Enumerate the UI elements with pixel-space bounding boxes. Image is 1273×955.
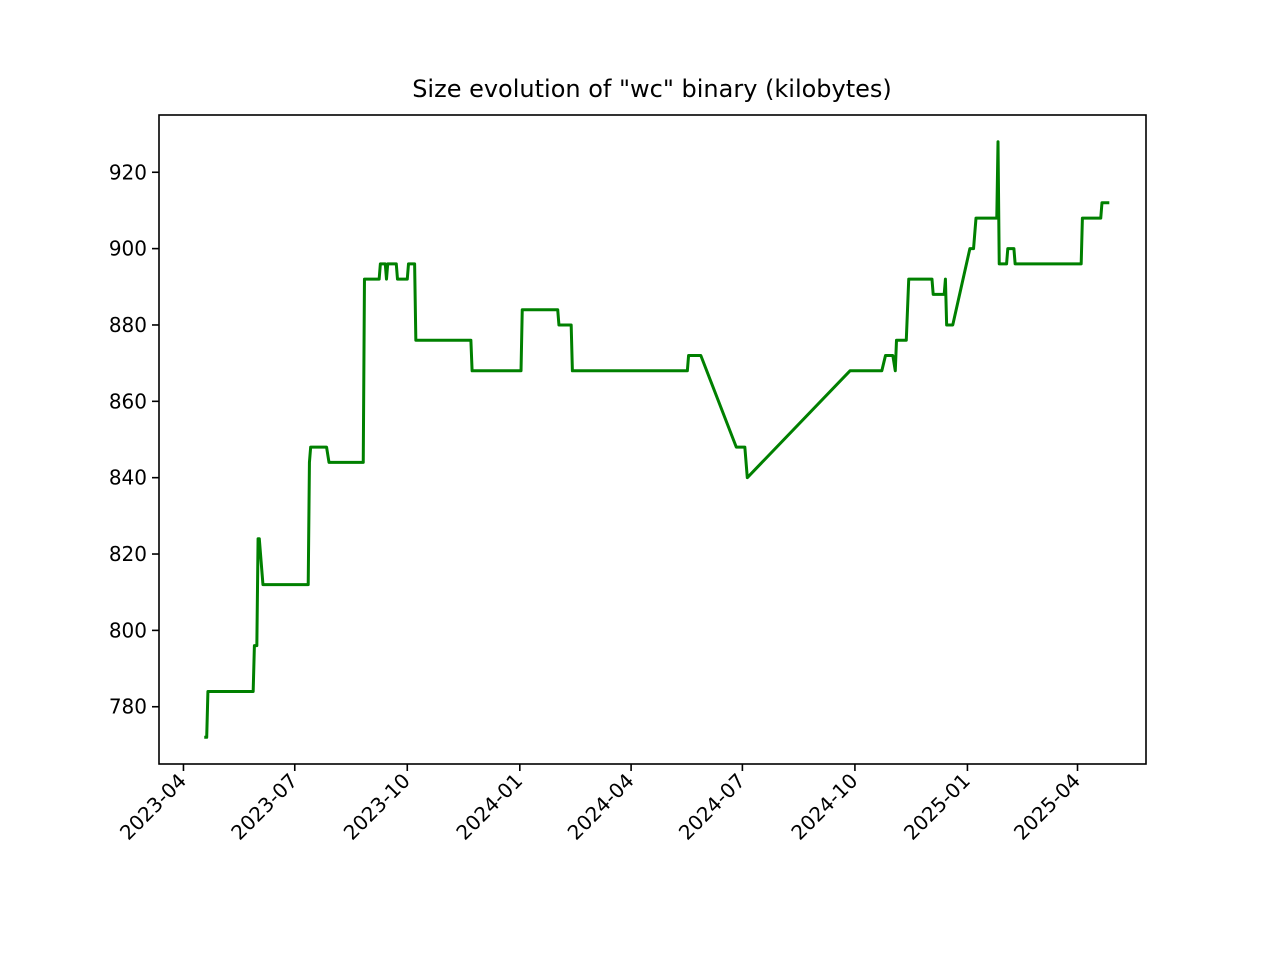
y-axis: 780 800 820 840 860 880 900 920 — [109, 160, 159, 719]
y-tick-label: 780 — [109, 695, 147, 719]
y-tick-label: 820 — [109, 542, 147, 566]
series-line — [204, 140, 1110, 739]
y-tick-label: 840 — [109, 466, 147, 490]
chart-title: Size evolution of "wc" binary (kilobytes… — [412, 75, 892, 103]
plot-frame — [158, 114, 1147, 765]
y-tick-label: 860 — [109, 389, 147, 413]
y-tick-label: 920 — [109, 160, 147, 184]
y-tick-label: 880 — [109, 313, 147, 337]
series-layer — [204, 140, 1110, 739]
y-tick-label: 900 — [109, 237, 147, 261]
y-tick-label: 800 — [109, 618, 147, 642]
